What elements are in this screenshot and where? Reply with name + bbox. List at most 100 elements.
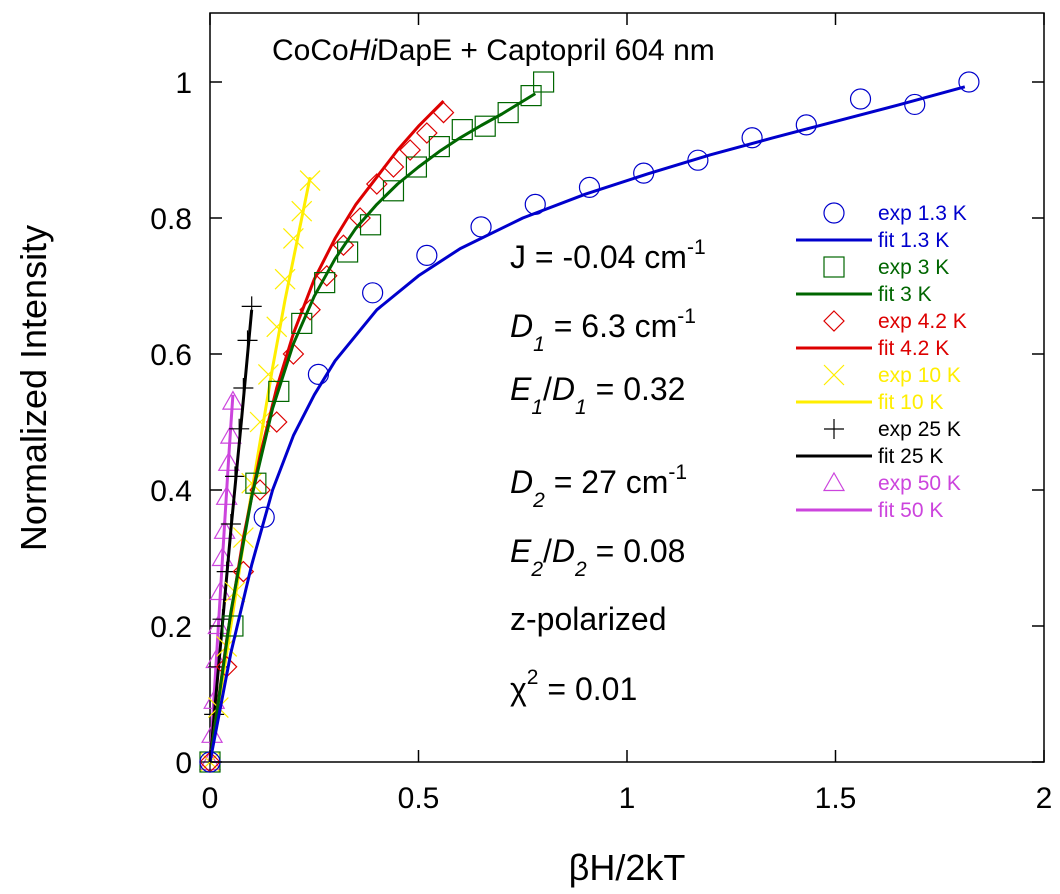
x-tick-label: 2 (1036, 782, 1053, 815)
data-point (220, 514, 241, 534)
annotation-polarization: z-polarized (510, 601, 667, 637)
y-axis-label: Normalized Intensity (13, 225, 54, 551)
data-point (237, 330, 258, 351)
data-point (416, 244, 438, 266)
legend-label: fit 1.3 K (878, 229, 949, 252)
data-point (524, 193, 546, 215)
legend-label: fit 10 K (878, 391, 943, 414)
data-point (229, 418, 250, 439)
fit-line (208, 92, 537, 763)
data-point (299, 170, 321, 192)
data-point (520, 84, 542, 107)
data-point (291, 200, 313, 222)
data-point (221, 390, 244, 410)
series-exp-4_2-K (199, 99, 455, 773)
data-point (253, 506, 275, 528)
fit-line (208, 394, 235, 763)
legend-label: fit 4.2 K (878, 337, 949, 360)
data-point (958, 71, 980, 93)
axis-ticks: 0 0.5 1 1.5 2 0 0.2 0.4 0.6 0.8 1 (150, 13, 1052, 815)
data-point (233, 378, 254, 398)
series-exp-3-K (199, 71, 555, 773)
x-axis-label: βH/2kT (569, 847, 686, 888)
legend-label: fit 50 K (878, 499, 943, 522)
data-point (741, 127, 763, 149)
x-tick-label: 1 (619, 782, 636, 815)
data-marks (198, 71, 980, 773)
data-point (217, 451, 240, 471)
annotation-d2: D2 = 27 cm-1 (510, 461, 687, 512)
data-point (405, 156, 428, 178)
data-point (291, 312, 313, 334)
data-point (399, 139, 422, 161)
fit-line (208, 99, 445, 763)
data-point (241, 296, 262, 317)
data-point (268, 380, 290, 402)
legend-label: exp 50 K (878, 472, 961, 495)
series-exp-50-K (198, 390, 244, 771)
data-point (795, 114, 817, 136)
data-point (687, 149, 709, 171)
series-exp-1_3-K (199, 71, 980, 773)
data-point (428, 136, 450, 158)
data-point (497, 101, 519, 124)
data-point (474, 115, 496, 137)
data-point (219, 424, 242, 444)
annotation-d1: D1 = 6.3 cm-1 (510, 305, 696, 356)
data-point (307, 363, 330, 385)
data-point (215, 485, 238, 505)
legend-label: fit 25 K (878, 445, 943, 468)
fit-line (208, 176, 312, 763)
y-tick-label: 0.8 (150, 203, 192, 236)
legend-label: fit 3 K (878, 283, 932, 306)
y-tick-label: 1 (175, 67, 192, 100)
data-point (451, 118, 473, 141)
data-point (382, 156, 405, 178)
data-point (245, 472, 267, 494)
x-tick-label: 1.5 (815, 782, 857, 815)
data-point (314, 272, 336, 294)
legend-marker (822, 471, 846, 492)
data-point (222, 615, 244, 637)
legend-marker (823, 202, 845, 224)
legend-marker (823, 364, 845, 386)
data-point (274, 268, 296, 290)
data-point (904, 93, 926, 116)
x-tick-label: 0 (202, 782, 219, 815)
data-point (849, 88, 872, 110)
data-point (415, 122, 438, 144)
data-point (359, 214, 382, 236)
data-point (205, 648, 228, 669)
data-point (299, 298, 321, 321)
legend-label: exp 4.2 K (878, 310, 967, 333)
y-tick-label: 0 (175, 747, 192, 780)
annotation-chi-squared: χ2 = 0.01 (510, 666, 637, 707)
data-point (282, 227, 304, 249)
data-point (362, 282, 384, 304)
data-point (225, 466, 246, 487)
data-point (578, 176, 601, 198)
data-point (337, 241, 359, 263)
data-point (532, 71, 555, 93)
annotation-e2-d2: E2/D2 = 0.08 (510, 533, 685, 581)
data-point (432, 101, 455, 124)
chart-title: CoCoHiDapE + Captopril 604 nm (272, 34, 715, 67)
annotation-e1-d1: E1/D1 = 0.32 (510, 371, 685, 419)
legend-label: exp 25 K (878, 418, 961, 441)
annotation-j: J = -0.04 cm-1 (510, 236, 706, 275)
y-tick-label: 0.2 (150, 611, 192, 644)
data-point (633, 162, 655, 184)
legend-marker (823, 310, 845, 332)
y-tick-label: 0.6 (150, 339, 192, 372)
data-point (266, 316, 288, 338)
legend-marker (823, 256, 845, 278)
legend-label: exp 3 K (878, 256, 949, 279)
data-point (382, 180, 405, 202)
legend-marker (824, 419, 844, 439)
x-tick-label: 0.5 (398, 782, 440, 815)
legend-label: exp 10 K (878, 364, 961, 387)
data-point (470, 216, 492, 238)
legend-label: exp 1.3 K (878, 202, 967, 225)
legend: exp 1.3 K fit 1.3 K exp 3 K fit 3 K exp 4.2 … (796, 202, 967, 522)
